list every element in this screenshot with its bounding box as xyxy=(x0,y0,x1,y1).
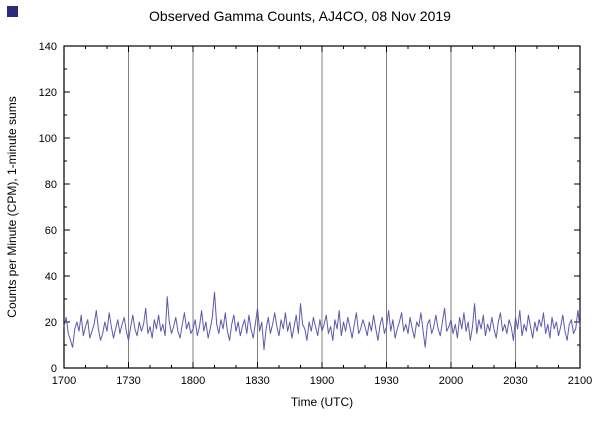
y-tick-label: 120 xyxy=(39,87,57,99)
y-tick-label: 140 xyxy=(39,41,57,53)
y-tick-label: 100 xyxy=(39,133,57,145)
y-tick-label: 0 xyxy=(51,363,57,375)
x-tick-label: 2030 xyxy=(503,375,527,387)
x-tick-label: 1700 xyxy=(52,375,76,387)
x-tick-label: 1900 xyxy=(310,375,334,387)
x-tick-label: 1830 xyxy=(245,375,269,387)
x-tick-label: 1730 xyxy=(116,375,140,387)
y-tick-label: 80 xyxy=(45,179,57,191)
x-tick-label: 2100 xyxy=(568,375,592,387)
y-tick-label: 20 xyxy=(45,317,57,329)
y-tick-label: 40 xyxy=(45,271,57,283)
x-tick-label: 2000 xyxy=(439,375,463,387)
data-series-line xyxy=(63,291,581,351)
y-tick-label: 60 xyxy=(45,225,57,237)
corner-marker xyxy=(7,6,18,17)
x-axis-label: Time (UTC) xyxy=(291,395,353,409)
x-tick-label: 1930 xyxy=(374,375,398,387)
x-tick-label: 1800 xyxy=(181,375,205,387)
chart-title: Observed Gamma Counts, AJ4CO, 08 Nov 201… xyxy=(149,8,451,24)
gamma-counts-chart: Time (UTC) Counts per Minute (CPM), 1-mi… xyxy=(5,41,592,409)
plot-border xyxy=(63,45,581,369)
y-axis-label: Counts per Minute (CPM), 1-minute sums xyxy=(5,96,19,317)
